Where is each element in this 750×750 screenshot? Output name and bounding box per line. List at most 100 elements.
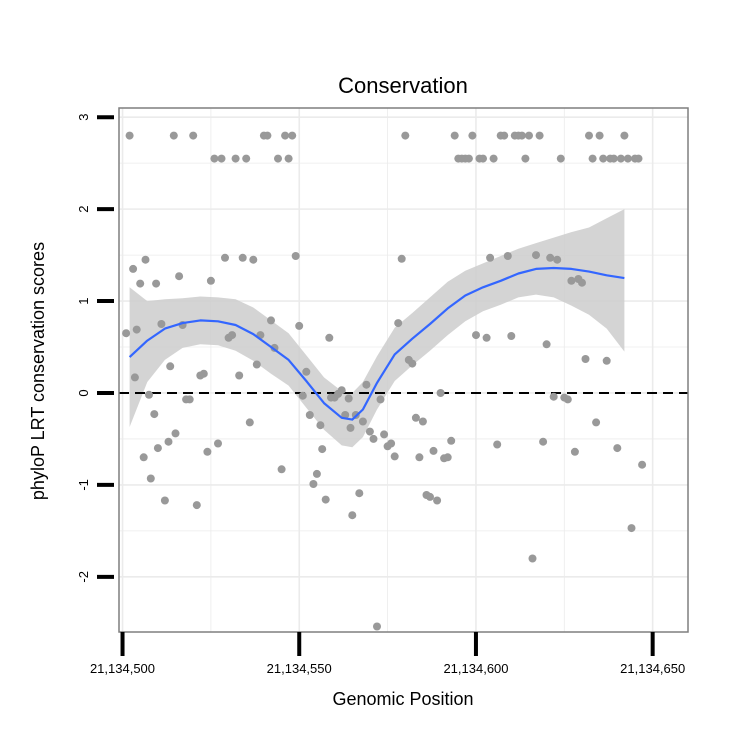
- data-point: [267, 316, 275, 325]
- data-point: [376, 395, 385, 404]
- data-point: [210, 154, 219, 163]
- data-point: [613, 444, 622, 453]
- data-point: [245, 418, 254, 427]
- x-axis: 21,134,500 21,134,550 21,134,600 21,134,650: [90, 632, 685, 676]
- data-point: [503, 252, 512, 260]
- data-point: [160, 496, 169, 505]
- data-point: [588, 154, 597, 163]
- data-point: [542, 340, 551, 349]
- data-point: [295, 321, 304, 330]
- data-point: [344, 394, 353, 403]
- data-point: [169, 131, 178, 140]
- y-tick-label: -1: [76, 479, 91, 491]
- data-point: [302, 367, 311, 376]
- data-point: [185, 395, 194, 404]
- x-tick-label: 21,134,650: [620, 661, 685, 676]
- data-point: [517, 131, 526, 140]
- data-point: [373, 622, 381, 631]
- data-point: [358, 417, 367, 426]
- data-point: [468, 131, 477, 140]
- data-point: [171, 429, 180, 438]
- data-point: [369, 434, 378, 443]
- data-point: [563, 395, 572, 404]
- data-point: [281, 131, 290, 140]
- data-point: [433, 496, 442, 505]
- data-point: [152, 279, 161, 288]
- data-point: [337, 386, 346, 395]
- scatter-points: [122, 131, 647, 631]
- data-point: [521, 154, 530, 163]
- data-point: [189, 131, 198, 140]
- data-point: [447, 436, 456, 445]
- data-point: [620, 131, 629, 140]
- data-point: [166, 362, 175, 371]
- data-point: [321, 495, 330, 504]
- data-point: [535, 131, 544, 140]
- data-point: [231, 154, 240, 163]
- data-point: [206, 276, 215, 285]
- y-tick-label: 3: [76, 114, 91, 121]
- data-point: [235, 371, 244, 380]
- x-tick-label: 21,134,550: [267, 661, 332, 676]
- data-point: [553, 255, 562, 264]
- data-point: [288, 131, 297, 140]
- data-point: [602, 356, 611, 365]
- data-point: [387, 439, 396, 448]
- data-point: [592, 418, 601, 427]
- data-point: [145, 390, 153, 399]
- data-point: [242, 154, 251, 163]
- data-point: [479, 154, 487, 163]
- data-point: [436, 389, 445, 397]
- data-point: [298, 391, 307, 400]
- data-point: [532, 251, 540, 260]
- data-point: [153, 444, 162, 453]
- data-point: [221, 253, 229, 262]
- data-point: [489, 154, 498, 163]
- data-point: [627, 524, 636, 533]
- data-point: [263, 131, 272, 140]
- data-point: [355, 489, 364, 498]
- data-point: [277, 465, 286, 474]
- data-point: [570, 447, 579, 456]
- data-point: [415, 453, 424, 462]
- data-point: [164, 437, 173, 446]
- data-point: [380, 430, 389, 439]
- data-point: [585, 131, 593, 140]
- data-point: [199, 369, 208, 378]
- data-point: [394, 319, 403, 328]
- data-point: [472, 331, 480, 340]
- data-point: [599, 154, 608, 163]
- data-point: [418, 417, 427, 426]
- data-point: [365, 427, 374, 436]
- data-point: [578, 278, 586, 287]
- data-point: [129, 264, 138, 273]
- data-point: [556, 154, 565, 163]
- data-point: [238, 253, 247, 262]
- data-point: [426, 492, 434, 501]
- data-point: [192, 501, 201, 510]
- data-point: [493, 440, 502, 449]
- data-point: [450, 131, 459, 140]
- data-point: [130, 373, 139, 382]
- y-tick-label: -2: [76, 571, 91, 583]
- data-point: [309, 480, 318, 488]
- data-point: [214, 439, 222, 448]
- data-point: [274, 154, 282, 163]
- data-point: [443, 453, 452, 462]
- data-point: [507, 332, 516, 340]
- data-point: [546, 253, 555, 262]
- x-axis-label: Genomic Position: [332, 689, 473, 709]
- data-point: [500, 131, 509, 140]
- data-point: [318, 445, 327, 454]
- data-point: [228, 331, 237, 340]
- data-point: [401, 131, 410, 140]
- data-point: [595, 131, 604, 140]
- confidence-band-group: [129, 209, 625, 448]
- data-point: [291, 252, 300, 260]
- smooth-fit-line: [128, 266, 625, 421]
- confidence-band: [129, 209, 625, 448]
- data-point: [175, 272, 184, 281]
- y-tick-label: 0: [76, 389, 91, 396]
- data-point: [325, 333, 334, 342]
- data-point: [390, 452, 399, 461]
